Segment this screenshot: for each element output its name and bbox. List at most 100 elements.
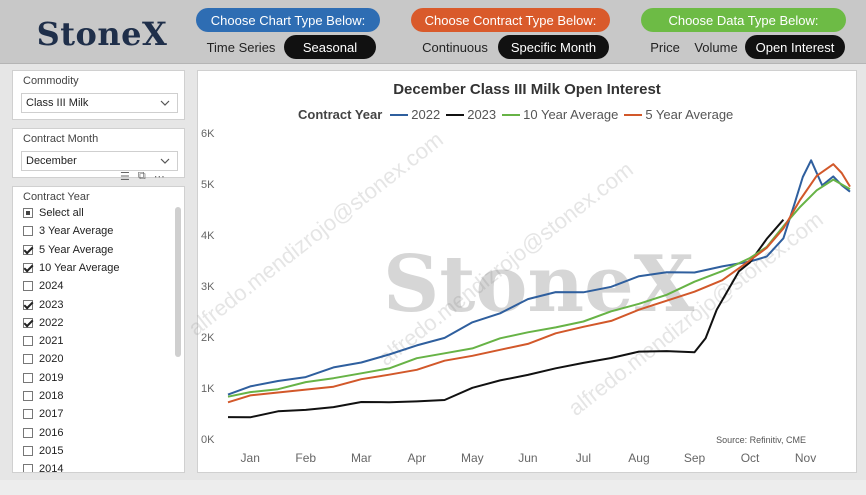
checkbox[interactable] xyxy=(23,299,33,310)
chevron-down-icon xyxy=(160,158,170,164)
contract-year-item-label: 5 Year Average xyxy=(39,243,114,256)
y-tick-label: 5K xyxy=(201,179,215,191)
x-tick-label: Feb xyxy=(295,451,316,465)
contract-year-item-label: 2022 xyxy=(39,316,64,329)
checkbox[interactable] xyxy=(23,372,33,383)
legend-item-2022[interactable]: 2022 xyxy=(390,107,440,122)
contract-month-label: Contract Month xyxy=(23,133,99,145)
x-tick-label: Jul xyxy=(576,451,591,465)
checkbox[interactable] xyxy=(23,208,33,218)
slicer-toolbar: ☰ ⧉ ⋯ xyxy=(120,170,165,183)
chevron-down-icon xyxy=(160,100,170,106)
contract-year-item[interactable]: 2019 xyxy=(23,370,63,386)
commodity-slicer: Commodity Class III Milk xyxy=(12,70,185,120)
legend-swatch xyxy=(624,113,643,116)
line-chart: 0K 1K 2K 3K 4K 5K 6K Jan Feb Mar Apr May Jun Jul Aug Se… xyxy=(201,128,851,465)
contract-year-item[interactable]: 2020 xyxy=(23,351,63,367)
contract-year-item[interactable]: 2016 xyxy=(23,425,63,441)
checkbox[interactable] xyxy=(23,244,33,255)
contract-year-item[interactable]: 2021 xyxy=(23,333,63,349)
legend-item-5yr[interactable]: 5 Year Average xyxy=(624,107,733,122)
contract-year-item[interactable]: 2024 xyxy=(23,278,63,294)
logo-text: StoneX xyxy=(36,15,168,53)
checkbox[interactable] xyxy=(23,445,33,456)
contract-year-item[interactable]: Select all xyxy=(23,205,84,221)
x-tick-label: Nov xyxy=(795,451,816,465)
contract-year-item-label: 2018 xyxy=(39,390,64,402)
checkbox[interactable] xyxy=(23,427,33,438)
commodity-label: Commodity xyxy=(23,75,79,87)
contract-year-item-label: 2020 xyxy=(39,353,64,366)
contract-year-item[interactable]: 2015 xyxy=(23,443,63,459)
contract-year-item-label: 2019 xyxy=(39,371,64,384)
checkbox[interactable] xyxy=(23,226,33,237)
contract-month-dropdown[interactable]: December xyxy=(21,151,178,171)
contract-year-item[interactable]: 2022 xyxy=(23,315,63,331)
checkbox[interactable] xyxy=(23,317,33,328)
contract-year-item[interactable]: 2018 xyxy=(23,388,63,404)
contract-year-item[interactable]: 2014 xyxy=(23,461,64,473)
legend-label: 10 Year Average xyxy=(523,107,619,122)
checkbox[interactable] xyxy=(23,409,33,420)
option-volume[interactable]: Volume xyxy=(694,39,738,55)
legend-swatch xyxy=(502,113,521,116)
checkbox[interactable] xyxy=(23,464,33,472)
x-tick-label: Apr xyxy=(407,451,426,465)
contract-year-label: Contract Year xyxy=(23,191,90,203)
legend-swatch xyxy=(390,113,409,116)
contract-year-slicer: Contract Year Select all 3 Year Average 5 … xyxy=(12,186,185,473)
series-line-10-year-average[interactable] xyxy=(227,178,851,398)
filter-icon[interactable]: ☰ xyxy=(120,171,130,183)
contract-year-item[interactable]: 10 Year Average xyxy=(23,260,120,276)
header-bar: StoneX Choose Chart Type Below: Time Ser… xyxy=(0,0,866,64)
y-tick-label: 0K xyxy=(201,434,215,446)
more-options-icon[interactable]: ⋯ xyxy=(153,171,165,183)
legend-label: 2022 xyxy=(411,107,441,122)
contract-month-slicer: Contract Month December xyxy=(12,128,185,178)
contract-year-item-label: 2017 xyxy=(39,408,64,421)
y-tick-label: 2K xyxy=(201,332,215,344)
legend-item-10yr[interactable]: 10 Year Average xyxy=(502,107,618,122)
x-tick-label: Jan xyxy=(241,451,260,465)
legend-title: Contract Year xyxy=(298,107,383,122)
commodity-dropdown[interactable]: Class III Milk xyxy=(21,93,178,113)
y-tick-label: 1K xyxy=(201,383,215,395)
stonex-logo: StoneX xyxy=(12,8,192,60)
contract-year-item-label: 2024 xyxy=(39,280,64,293)
series-line-2023[interactable] xyxy=(227,219,785,419)
checkbox[interactable] xyxy=(23,281,33,292)
contract-year-item-label: 2015 xyxy=(39,444,64,457)
chart-panel: alfredo.mendizrojo@stonex.com alfredo.me… xyxy=(183,70,857,473)
contract-year-item[interactable]: 3 Year Average xyxy=(23,223,113,239)
checkbox[interactable] xyxy=(23,391,33,401)
option-specific-month[interactable]: Specific Month xyxy=(498,35,609,59)
series-line-5-year-average[interactable] xyxy=(227,163,851,404)
legend-label: 2023 xyxy=(467,107,497,122)
legend-item-2023[interactable]: 2023 xyxy=(446,107,496,122)
option-price[interactable]: Price xyxy=(650,39,680,55)
option-time-series[interactable]: Time Series xyxy=(206,39,276,55)
option-continuous[interactable]: Continuous xyxy=(422,39,488,55)
checkbox[interactable] xyxy=(23,262,33,273)
y-tick-label: 4K xyxy=(201,230,215,242)
page-tabs-strip xyxy=(0,480,866,495)
data-type-heading: Choose Data Type Below: xyxy=(641,8,846,32)
focus-mode-icon[interactable]: ⧉ xyxy=(137,170,146,182)
slicer-scrollbar[interactable] xyxy=(175,207,181,357)
x-tick-label: Oct xyxy=(741,451,760,465)
contract-year-item-label: 10 Year Average xyxy=(39,261,120,274)
legend-label: 5 Year Average xyxy=(645,107,734,122)
contract-year-item[interactable]: 2017 xyxy=(23,406,63,422)
contract-year-item[interactable]: 2023 xyxy=(23,297,63,313)
x-tick-label: Jun xyxy=(518,451,537,465)
contract-year-item[interactable]: 5 Year Average xyxy=(23,242,113,258)
y-tick-label: 3K xyxy=(201,281,215,293)
option-seasonal[interactable]: Seasonal xyxy=(284,35,376,59)
option-open-interest[interactable]: Open Interest xyxy=(745,35,845,59)
legend-swatch xyxy=(446,113,465,116)
checkbox[interactable] xyxy=(23,354,33,365)
chart-legend: Contract Year 2022 2023 10 Year Average … xyxy=(298,107,739,122)
series-line-2022[interactable] xyxy=(227,159,851,396)
checkbox[interactable] xyxy=(23,336,33,347)
contract-year-item-label: 2014 xyxy=(39,463,64,473)
